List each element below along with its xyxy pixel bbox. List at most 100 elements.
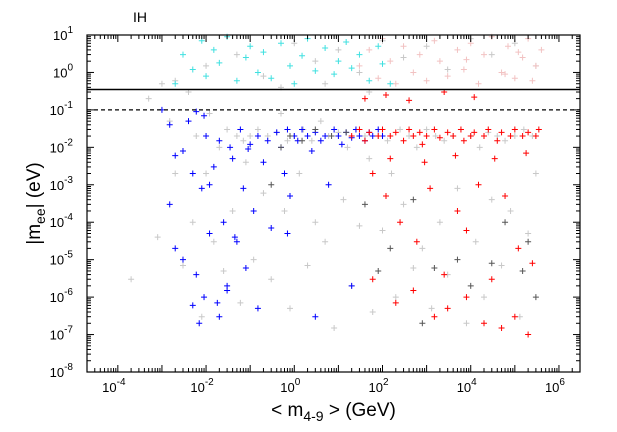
data-point-s5-13 xyxy=(502,219,509,226)
data-point-s0-31 xyxy=(284,137,291,144)
data-point-s4-8 xyxy=(387,133,394,140)
data-point-s3-60 xyxy=(193,108,200,115)
data-point-s2-17 xyxy=(299,52,306,59)
tick-labels: 10-8 10-7 10-6 10-5 10-4 10-3 10-2 10-1 100 101 10… xyxy=(50,25,566,395)
data-point-s3-42 xyxy=(331,126,338,133)
data-point-s0-38 xyxy=(312,219,319,226)
data-point-s0-48 xyxy=(356,222,363,229)
data-point-s1-29 xyxy=(463,56,470,63)
data-point-s3-12 xyxy=(214,299,221,306)
data-point-s3-39 xyxy=(317,137,324,144)
data-point-s3-3 xyxy=(179,256,186,263)
data-point-s3-59 xyxy=(201,112,208,119)
data-point-s4-28 xyxy=(467,133,474,140)
data-point-s0-24 xyxy=(254,126,261,133)
data-point-s0-102 xyxy=(488,51,495,58)
data-point-s3-61 xyxy=(206,181,213,188)
data-point-s1-20 xyxy=(505,43,512,50)
y-tick-label-5: 10-3 xyxy=(50,175,74,193)
data-point-s3-69 xyxy=(348,282,355,289)
axis-ticks xyxy=(87,34,580,373)
data-point-s4-31 xyxy=(481,133,488,140)
data-point-s1-17 xyxy=(481,51,488,58)
data-point-s5-3 xyxy=(312,126,319,133)
data-point-s0-62 xyxy=(419,245,426,252)
data-point-s5-15 xyxy=(525,238,532,245)
data-point-s3-56 xyxy=(201,294,208,301)
data-point-s2-1 xyxy=(179,51,186,58)
data-point-s0-95 xyxy=(335,46,342,53)
data-point-s4-21 xyxy=(441,271,448,278)
y-tick-label-1: 10-7 xyxy=(50,325,74,343)
data-point-s1-14 xyxy=(460,66,467,73)
data-point-s4-18 xyxy=(427,185,434,192)
data-point-s3-28 xyxy=(273,129,280,136)
data-point-s4-2 xyxy=(361,137,368,144)
data-point-s3-41 xyxy=(325,181,332,188)
data-point-s3-31 xyxy=(284,126,291,133)
data-point-s3-58 xyxy=(231,234,238,241)
data-point-s1-26 xyxy=(529,77,536,84)
reference-lines xyxy=(87,88,580,111)
data-point-s4-1 xyxy=(356,126,363,133)
data-point-s3-6 xyxy=(193,271,200,278)
data-point-s0-99 xyxy=(423,43,430,50)
data-point-s3-23 xyxy=(250,207,257,214)
data-point-s3-63 xyxy=(189,302,196,309)
data-point-s0-40 xyxy=(322,238,329,245)
data-point-s0-6 xyxy=(179,262,186,269)
data-point-s2-12 xyxy=(260,49,267,56)
data-point-s0-60 xyxy=(410,264,417,271)
data-point-s1-10 xyxy=(431,37,438,44)
data-point-s4-54 xyxy=(525,331,532,338)
data-point-s0-9 xyxy=(193,133,200,140)
data-point-s0-51 xyxy=(369,309,376,316)
data-point-s1-0 xyxy=(356,62,363,69)
data-point-s4-23 xyxy=(450,133,457,140)
data-point-s4-25 xyxy=(457,126,464,133)
data-point-s1-27 xyxy=(515,49,522,56)
data-point-s2-27 xyxy=(375,43,382,50)
data-point-s2-6 xyxy=(216,59,223,66)
y-tick-label-9: 101 xyxy=(53,25,73,43)
data-point-s0-27 xyxy=(268,276,275,283)
data-point-s0-80 xyxy=(498,262,505,269)
data-point-s3-66 xyxy=(254,305,261,312)
data-point-s4-17 xyxy=(423,133,430,140)
data-point-s2-23 xyxy=(343,39,350,46)
data-point-s0-22 xyxy=(247,133,254,140)
data-point-s0-86 xyxy=(525,230,532,237)
data-point-s3-17 xyxy=(229,155,236,162)
data-point-s5-14 xyxy=(519,267,526,274)
data-point-s0-1 xyxy=(145,95,152,102)
data-point-s3-11 xyxy=(210,163,217,170)
data-point-s3-4 xyxy=(185,118,192,125)
data-point-s0-17 xyxy=(229,207,236,214)
data-point-s3-20 xyxy=(240,185,247,192)
data-point-s4-27 xyxy=(463,227,470,234)
data-point-s4-19 xyxy=(431,126,438,133)
data-point-s2-8 xyxy=(233,77,240,84)
data-point-s0-55 xyxy=(388,170,395,177)
data-point-s4-62 xyxy=(406,97,413,104)
y-axis-label-sub: ee xyxy=(32,208,48,224)
data-point-s4-14 xyxy=(413,238,420,245)
data-point-s0-36 xyxy=(304,262,311,269)
data-point-s0-42 xyxy=(331,324,338,331)
data-point-s3-68 xyxy=(312,313,319,320)
data-point-s1-22 xyxy=(519,54,526,61)
data-point-s4-20 xyxy=(436,134,443,141)
data-point-s4-33 xyxy=(488,276,495,283)
data-point-s0-5 xyxy=(172,170,179,177)
data-point-s0-91 xyxy=(233,51,240,58)
data-point-s0-92 xyxy=(260,73,267,80)
data-point-s1-1 xyxy=(366,46,373,53)
data-point-s4-64 xyxy=(471,94,478,101)
data-point-s4-42 xyxy=(529,260,536,267)
data-point-s4-59 xyxy=(523,150,530,157)
data-point-s3-64 xyxy=(224,287,231,294)
x-tick-label-5: 106 xyxy=(545,377,565,395)
data-point-s4-39 xyxy=(515,245,522,252)
data-point-s2-9 xyxy=(242,54,249,61)
